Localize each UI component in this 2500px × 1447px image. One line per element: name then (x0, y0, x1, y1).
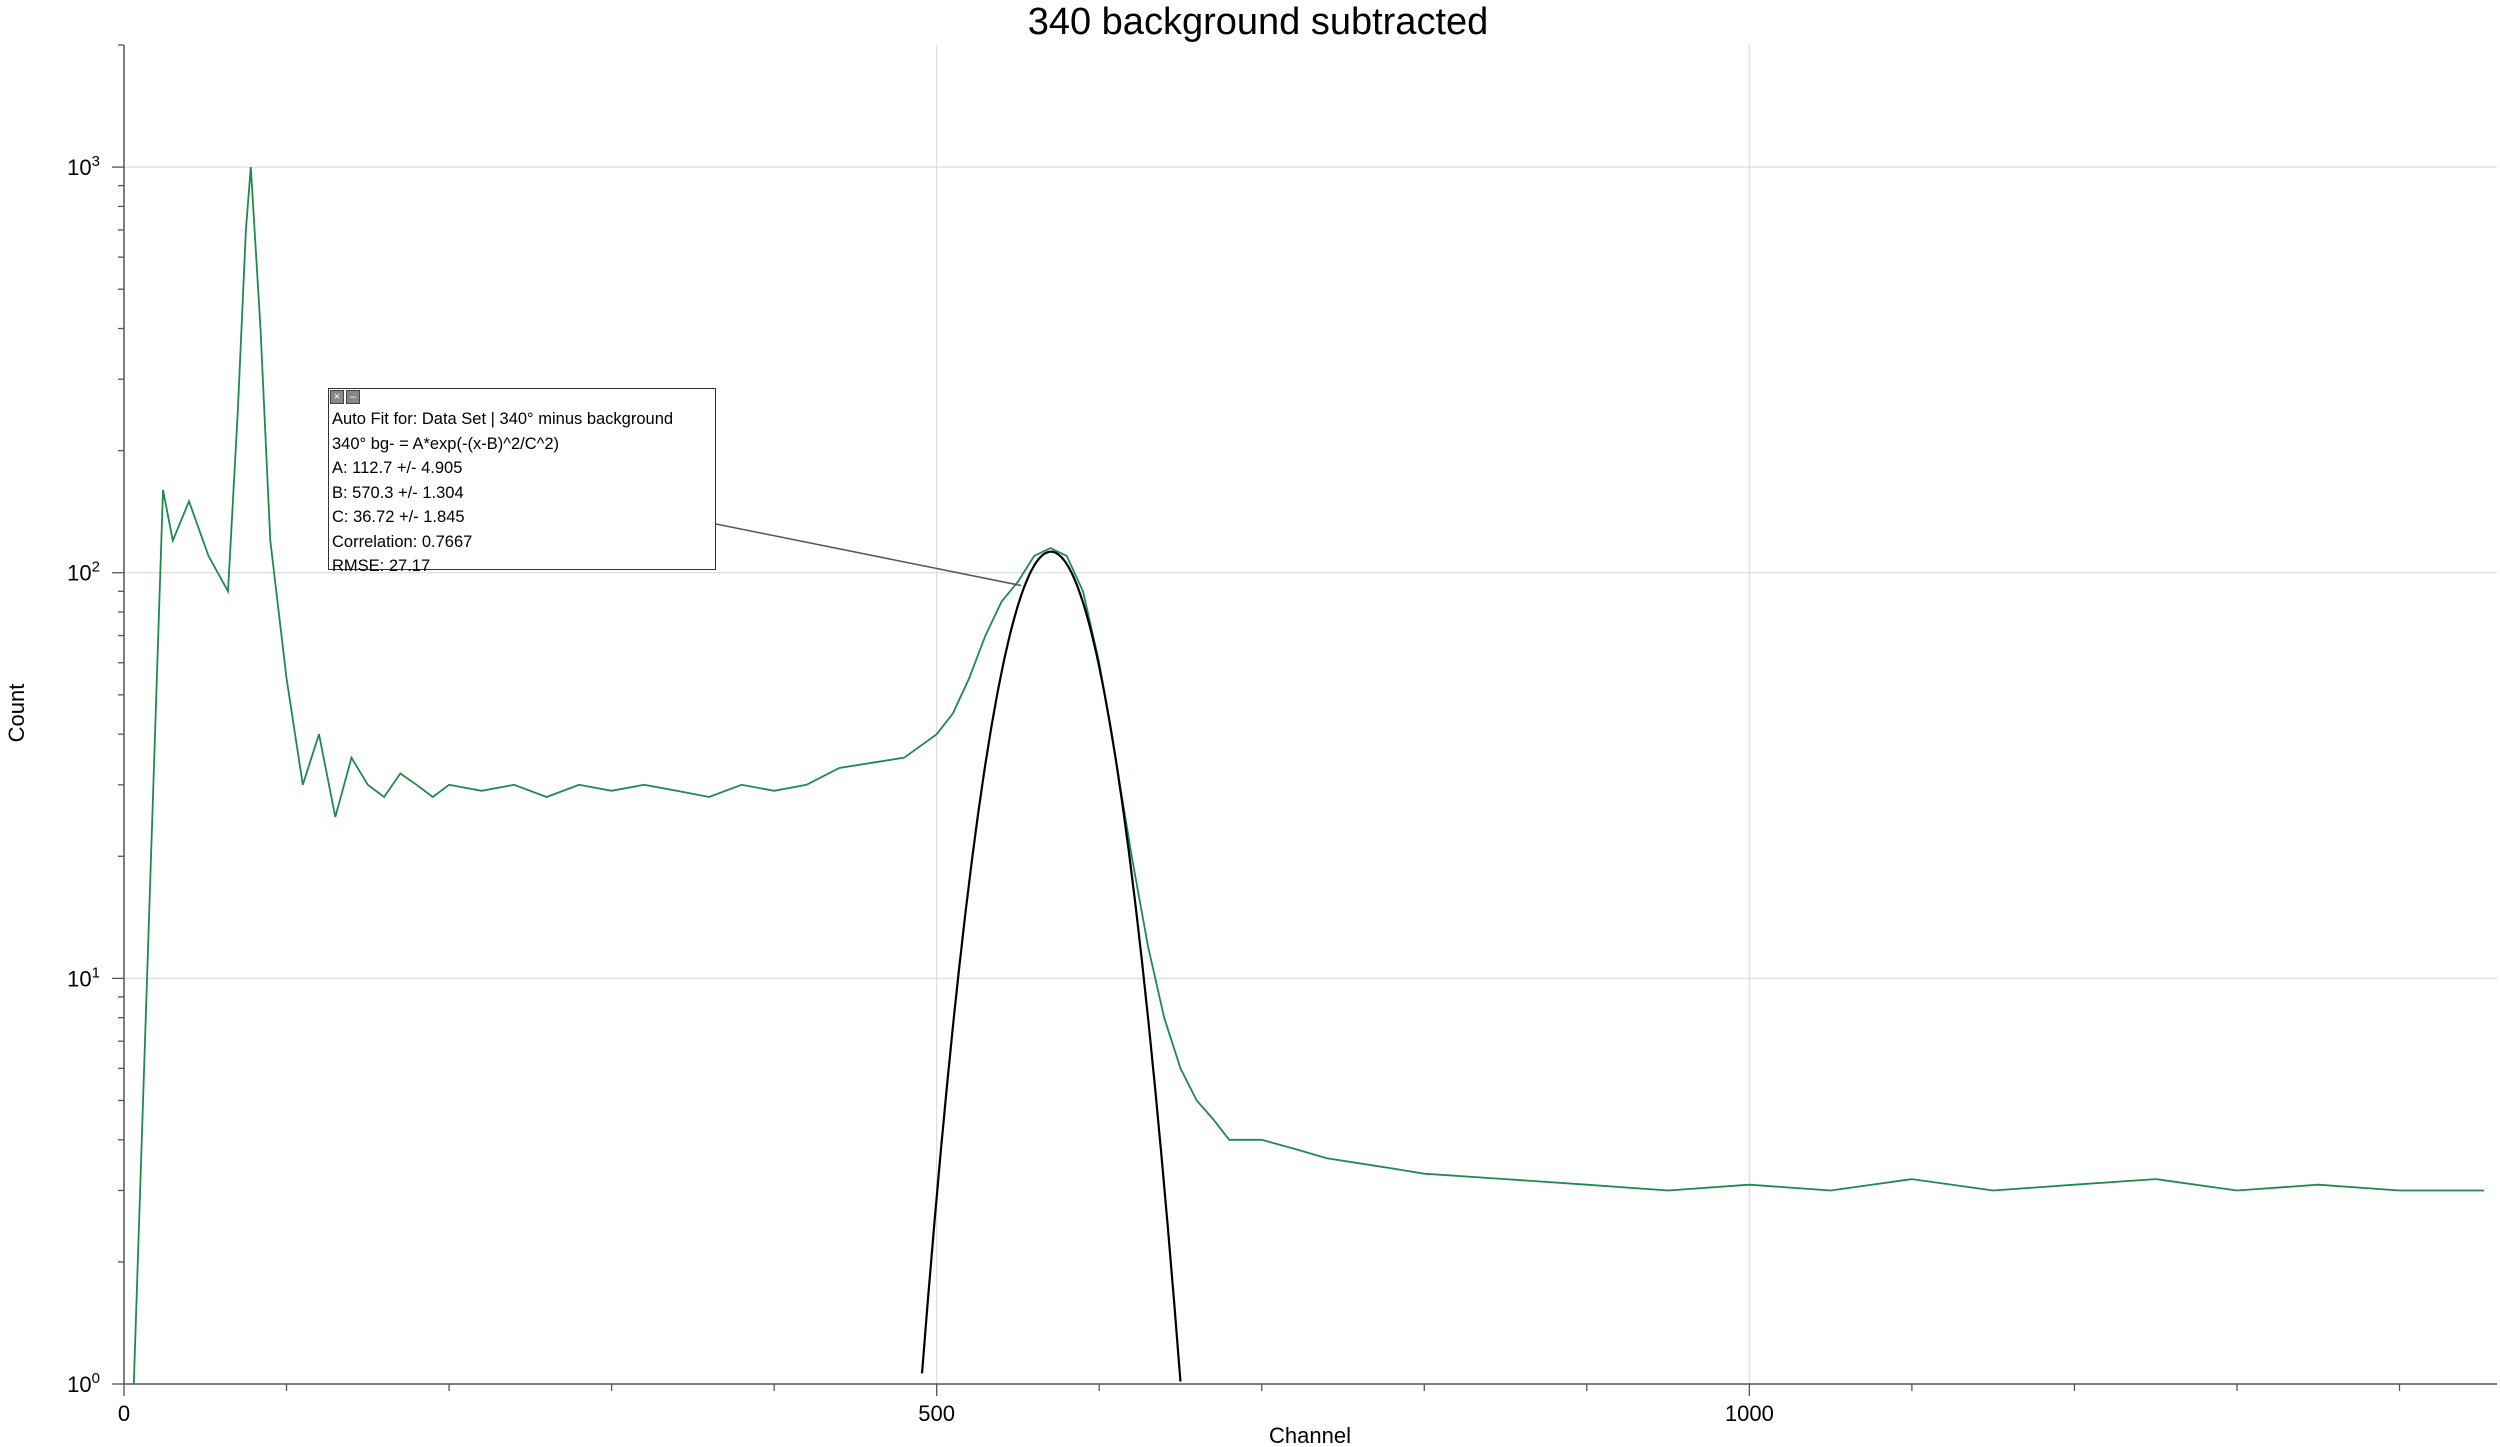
annotation-line-title: Auto Fit for: Data Set | 340° minus back… (332, 410, 674, 428)
fit-curve (920, 550, 1182, 1382)
annotation-line-correlation: Correlation: 0.7667 (332, 532, 473, 551)
y-tick-label-1: 101 (67, 964, 100, 991)
x-tick-label-1: 500 (918, 1401, 955, 1426)
x-tick-label-2: 1000 (1725, 1401, 1774, 1426)
y-tick-label-3: 103 (67, 153, 100, 180)
tick-labels: 0 500 1000 100 101 102 103 (67, 153, 1774, 1426)
annotation-line-a: A: 112.7 +/- 4.905 (332, 459, 463, 477)
axes (112, 44, 2497, 1396)
x-axis-label: Channel (1269, 1423, 1351, 1447)
annotation-controls: × – (330, 390, 360, 404)
series-layer (132, 167, 2484, 1385)
annotation-leader-line (715, 523, 1022, 587)
annotation-line-b: B: 570.3 +/- 1.304 (332, 483, 464, 502)
data-series-line (132, 167, 2484, 1385)
grid (124, 45, 2497, 1384)
annotation-line-equation: 340° bg- = A*exp(-(x-B)^2/C^2) (332, 434, 560, 453)
annotation-line-c: C: 36.72 +/- 1.845 (332, 508, 465, 526)
close-icon[interactable]: × (330, 390, 344, 404)
minimize-icon[interactable]: – (346, 390, 360, 404)
x-tick-label-0: 0 (118, 1401, 130, 1426)
y-axis-label: Count (4, 684, 29, 743)
y-tick-label-2: 102 (67, 559, 100, 586)
auto-fit-annotation-box[interactable]: × – Auto Fit for: Data Set | 340° minus … (328, 388, 716, 575)
y-tick-label-0: 100 (67, 1370, 100, 1397)
annotation-line-rmse: RMSE: 27.17 (332, 557, 431, 575)
chart-title: 340 background subtracted (1028, 1, 1489, 43)
